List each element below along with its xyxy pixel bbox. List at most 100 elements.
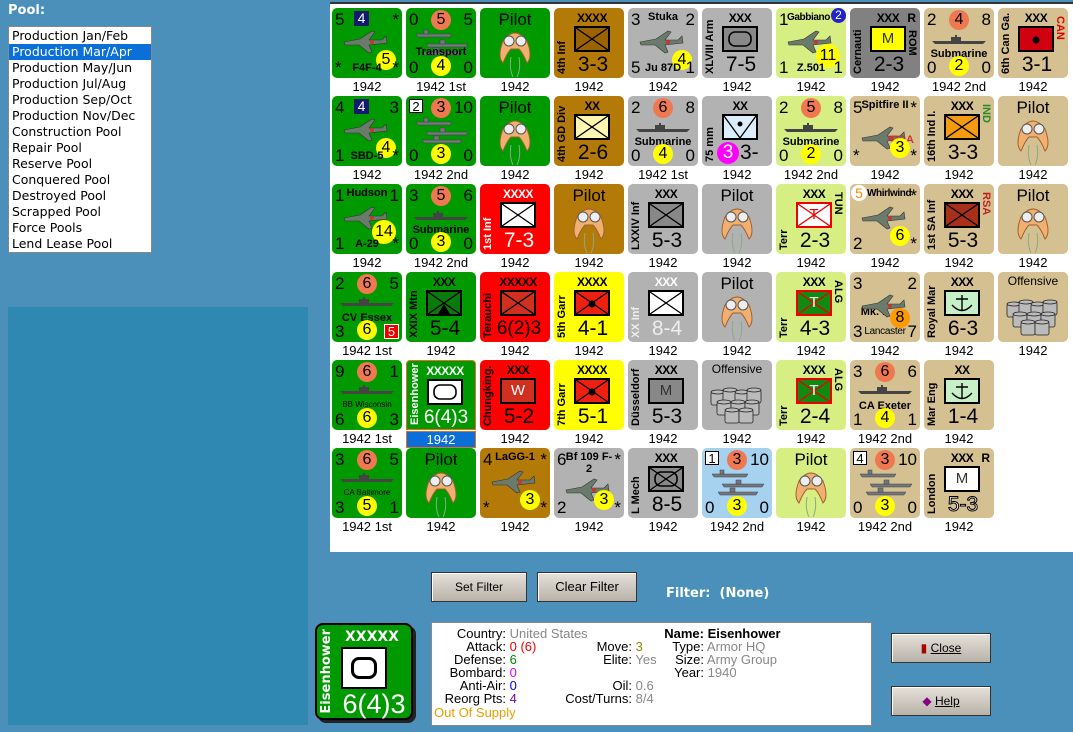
- unit-counter[interactable]: XXX 16th Ind I. IND 3-3: [924, 96, 994, 166]
- counter-cell[interactable]: Pilot 1942: [480, 8, 550, 94]
- counter-cell[interactable]: 3 2 Mk. I 8 3 7 Lancaster 1942: [850, 272, 920, 358]
- counter-cell[interactable]: Pilot 1942: [702, 184, 772, 270]
- unit-counter[interactable]: Pilot: [998, 184, 1068, 254]
- unit-counter[interactable]: XXX XXIX Mtn 5-4: [406, 272, 476, 342]
- unit-counter[interactable]: 1 3 10 0 3 0: [702, 448, 772, 518]
- counter-cell[interactable]: 3 5 6 Submarine 0 3 0 1942 2nd: [406, 184, 476, 270]
- counter-cell[interactable]: XXX Terr T TUN 2-3 1942: [776, 184, 846, 270]
- pool-item[interactable]: Force Pools: [12, 220, 83, 235]
- unit-counter[interactable]: 3 5 6 Submarine 0 3 0: [406, 184, 476, 254]
- unit-counter[interactable]: Pilot: [480, 8, 550, 78]
- unit-counter[interactable]: Offensive: [998, 272, 1068, 342]
- unit-counter[interactable]: 1 2 Gabbiano 11 1 1 Z.501: [776, 8, 846, 78]
- counter-cell[interactable]: XXXX 4th Inf 3-3 1942: [554, 8, 624, 94]
- unit-counter[interactable]: 3 6 6 CA Exeter 1 4 1: [850, 360, 920, 430]
- clear-filter-button[interactable]: Clear Filter: [537, 572, 637, 602]
- counter-cell[interactable]: 5*Spitfire IIRSA3**1942: [850, 96, 920, 182]
- counter-cell[interactable]: Pilot 1942: [998, 96, 1068, 182]
- unit-counter[interactable]: 2 6 5 CV Essex 3 6 5: [332, 272, 402, 342]
- counter-grid[interactable]: 5 4 * 5 * * F4F-4 1942 0 5 5 Transport 0 4 0 1942 1st Pi…: [330, 2, 1073, 552]
- counter-cell[interactable]: Offensive 1942: [998, 272, 1068, 358]
- unit-counter[interactable]: XXXX 5th Garr 4-1: [554, 272, 624, 342]
- unit-counter[interactable]: XX 4th GD Div 2-6: [554, 96, 624, 166]
- counter-cell[interactable]: XXX XXIX Mtn 5-4 1942: [406, 272, 476, 358]
- counter-cell[interactable]: Pilot 1942: [998, 184, 1068, 270]
- counter-cell[interactable]: 9 6 1 BB Wisconsin 6 6 3 1942 1st: [332, 360, 402, 446]
- unit-counter[interactable]: XXX Düsseldorf M 5-3: [628, 360, 698, 430]
- unit-counter[interactable]: 1 1 Hudson 14 1 * A-29: [332, 184, 402, 254]
- counter-cell[interactable]: 4 3 10 0 3 0 1942 2nd: [850, 448, 920, 534]
- close-button[interactable]: ▮ Close: [891, 633, 991, 663]
- unit-counter[interactable]: XXX L Mech 8-5: [628, 448, 698, 518]
- pool-item[interactable]: Production Mar/Apr: [9, 44, 151, 60]
- unit-counter[interactable]: 5 * Whirlwind 6 2 *: [850, 184, 920, 254]
- pool-item[interactable]: Production May/Jun: [12, 60, 133, 75]
- unit-counter[interactable]: XXX London M R 5-3: [924, 448, 994, 518]
- unit-counter[interactable]: Pilot: [998, 96, 1068, 166]
- unit-counter[interactable]: XXX XX Inf 8-4: [628, 272, 698, 342]
- unit-counter[interactable]: XX Mar Eng 1-4: [924, 360, 994, 430]
- unit-counter[interactable]: Pilot: [776, 448, 846, 518]
- counter-cell[interactable]: XXX Terr T ALG 2-4 1942: [776, 360, 846, 446]
- counter-cell[interactable]: 1 1 Hudson 14 1 * A-29 1942: [332, 184, 402, 270]
- unit-counter[interactable]: XXX Chungking. W 5-2: [480, 360, 550, 430]
- unit-counter[interactable]: 3 2 Stuka 4 5 1 Ju 87D: [628, 8, 698, 78]
- unit-counter[interactable]: 5*Spitfire IIRSA3**: [850, 96, 920, 166]
- counter-cell[interactable]: 1 3 10 0 3 0 1942 2nd: [702, 448, 772, 534]
- counter-cell[interactable]: 0 5 5 Transport 0 4 0 1942 1st: [406, 8, 476, 94]
- pool-item[interactable]: Repair Pool: [12, 140, 82, 155]
- pool-item[interactable]: Production Jan/Feb: [12, 28, 129, 43]
- counter-cell[interactable]: 4 * LaGG-1 3 * * 1942: [480, 448, 550, 534]
- unit-counter[interactable]: 2 6 8 Submarine 0 4 0: [628, 96, 698, 166]
- unit-counter[interactable]: Pilot: [554, 184, 624, 254]
- pool-item[interactable]: Reserve Pool: [12, 156, 93, 171]
- unit-counter[interactable]: XXX 1st SA Inf RSA 5-3: [924, 184, 994, 254]
- unit-counter[interactable]: XXXX 1st Inf 7-3: [480, 184, 550, 254]
- counter-cell[interactable]: 6 * Bf 109 F-2 3 2 * 1942: [554, 448, 624, 534]
- counter-cell[interactable]: 4 4 3 4 1 * SBD-5 1942: [332, 96, 402, 182]
- unit-counter[interactable]: 2 5 8 Submarine 0 2 0: [776, 96, 846, 166]
- counter-cell[interactable]: 5 4 * 5 * * F4F-4 1942: [332, 8, 402, 94]
- unit-counter[interactable]: XXX Terr T ALG 4-3: [776, 272, 846, 342]
- unit-counter[interactable]: 4 3 10 0 3 0: [850, 448, 920, 518]
- pool-listbox[interactable]: Production Jan/Feb Production Mar/Apr Prod…: [8, 26, 152, 253]
- unit-counter[interactable]: 0 5 5 Transport 0 4 0: [406, 8, 476, 78]
- counter-cell[interactable]: XXX 1st SA Inf RSA 5-3 1942: [924, 184, 994, 270]
- counter-cell[interactable]: XXX LXXIV Inf 5-3 1942: [628, 184, 698, 270]
- counter-cell[interactable]: 3 2 Stuka 4 5 1 Ju 87D 1942: [628, 8, 698, 94]
- unit-counter[interactable]: Pilot: [702, 272, 772, 342]
- counter-cell[interactable]: Pilot 1942: [776, 448, 846, 534]
- counter-cell[interactable]: XXXX 7th Garr 5-1 1942: [554, 360, 624, 446]
- counter-cell[interactable]: XXX Düsseldorf M 5-3 1942: [628, 360, 698, 446]
- counter-cell[interactable]: 2 3 10 0 3 0 1942 2nd: [406, 96, 476, 182]
- counter-cell[interactable]: XX Mar Eng 1-4 1942: [924, 360, 994, 446]
- unit-counter[interactable]: XXX Terr T TUN 2-3: [776, 184, 846, 254]
- counter-cell[interactable]: XXX London M R 5-3 1942: [924, 448, 994, 534]
- unit-counter[interactable]: 2 4 8 Submarine 0 2 0: [924, 8, 994, 78]
- pool-item[interactable]: Production Sep/Oct: [12, 92, 132, 107]
- unit-counter[interactable]: XXXX 4th Inf 3-3: [554, 8, 624, 78]
- unit-counter[interactable]: XXX LXXIV Inf 5-3: [628, 184, 698, 254]
- unit-counter[interactable]: XXXXX Eisenhower 6(4)3: [406, 360, 476, 430]
- unit-counter[interactable]: 6 * Bf 109 F-2 3 2 *: [554, 448, 624, 518]
- unit-counter[interactable]: XXX Terr T ALG 2-4: [776, 360, 846, 430]
- help-button[interactable]: ◆ Help: [891, 686, 991, 716]
- unit-counter[interactable]: XXX 6th Can Ga. CAN 3-1: [998, 8, 1068, 78]
- unit-counter[interactable]: Pilot: [406, 448, 476, 518]
- counter-cell[interactable]: 2 6 8 Submarine 0 4 0 1942 1st: [628, 96, 698, 182]
- set-filter-button[interactable]: Set Filter: [431, 572, 527, 602]
- unit-counter[interactable]: 4 4 3 4 1 * SBD-5: [332, 96, 402, 166]
- counter-cell[interactable]: 3 6 5 CA Baltimore 3 5 1 1942 1st: [332, 448, 402, 534]
- counter-cell[interactable]: XXX Terr T ALG 4-3 1942: [776, 272, 846, 358]
- unit-counter[interactable]: XXX Royal Mar 6-3: [924, 272, 994, 342]
- counter-cell[interactable]: Pilot 1942: [480, 96, 550, 182]
- counter-cell[interactable]: 2 6 5 CV Essex 3 6 5 1942 1st: [332, 272, 402, 358]
- counter-cell[interactable]: 2 5 8 Submarine 0 2 0 1942 2nd: [776, 96, 846, 182]
- counter-cell[interactable]: XXX 6th Can Ga. CAN 3-1 1942: [998, 8, 1068, 94]
- unit-counter[interactable]: XX 75 mm 3-23: [702, 96, 772, 166]
- counter-cell[interactable]: Pilot 1942: [554, 184, 624, 270]
- unit-counter[interactable]: 2 3 10 0 3 0: [406, 96, 476, 166]
- pool-item[interactable]: Production Jul/Aug: [12, 76, 127, 91]
- unit-counter[interactable]: Offensive: [702, 360, 772, 430]
- unit-counter[interactable]: XXX Cernauti M ROM R 2-3: [850, 8, 920, 78]
